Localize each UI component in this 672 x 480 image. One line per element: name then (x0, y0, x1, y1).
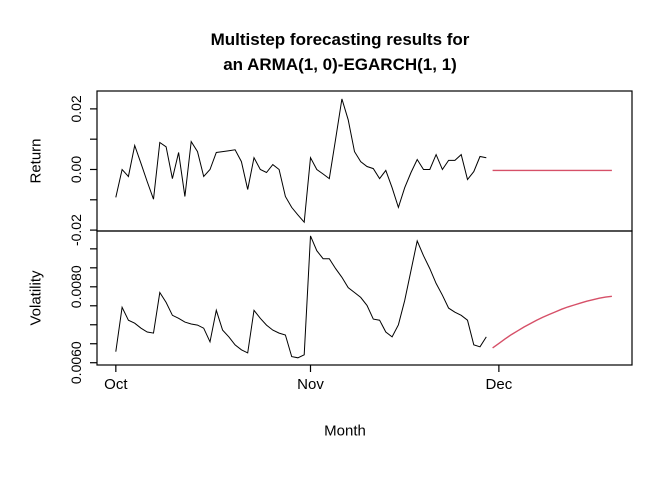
chart-title-line2: an ARMA(1, 0)-EGARCH(1, 1) (223, 55, 457, 74)
return-panel-box (96, 90, 633, 232)
chart-title: Multistep forecasting results for an ARM… (211, 27, 470, 77)
observed-return-line (115, 98, 487, 224)
return-y-tick-label: -0.02 (68, 214, 84, 246)
x-tick-label-Nov: Nov (297, 376, 324, 393)
return-y-tick-label: 0.02 (68, 95, 84, 122)
x-tick-label-Dec: Dec (486, 376, 513, 393)
observed-volatility-line (115, 235, 487, 359)
volatility-y-tick-label: 0.0060 (68, 341, 84, 384)
return-y-tick-label: 0.00 (68, 156, 84, 183)
x-tick-label-Oct: Oct (104, 376, 128, 393)
volatility-panel-box (96, 230, 633, 366)
x-axis-label: Month (324, 422, 366, 440)
chart-title-line1: Multistep forecasting results for (210, 30, 470, 49)
forecast-volatility-line (492, 295, 612, 349)
volatility-y-tick-label: 0.0080 (68, 265, 84, 308)
